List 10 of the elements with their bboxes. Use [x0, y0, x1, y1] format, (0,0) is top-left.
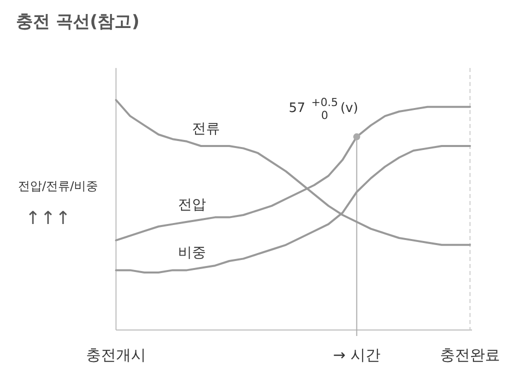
- y-axis-title: 전압/전류/비중: [18, 179, 98, 193]
- annotation: 57$^{+0.5}$$_{0}$ (v): [288, 95, 358, 122]
- series-label: 비중: [178, 245, 206, 262]
- x-tick-label: 충전개시: [86, 346, 146, 364]
- x-axis-title: → 시간: [333, 346, 380, 364]
- text: ↑↑↑: [25, 208, 71, 229]
- chart-title: 충전 곡선(참고): [16, 12, 140, 32]
- x-tick-label: 충전완료: [440, 346, 500, 364]
- series-label: 전압: [178, 196, 206, 213]
- series-label: 전류: [192, 121, 220, 137]
